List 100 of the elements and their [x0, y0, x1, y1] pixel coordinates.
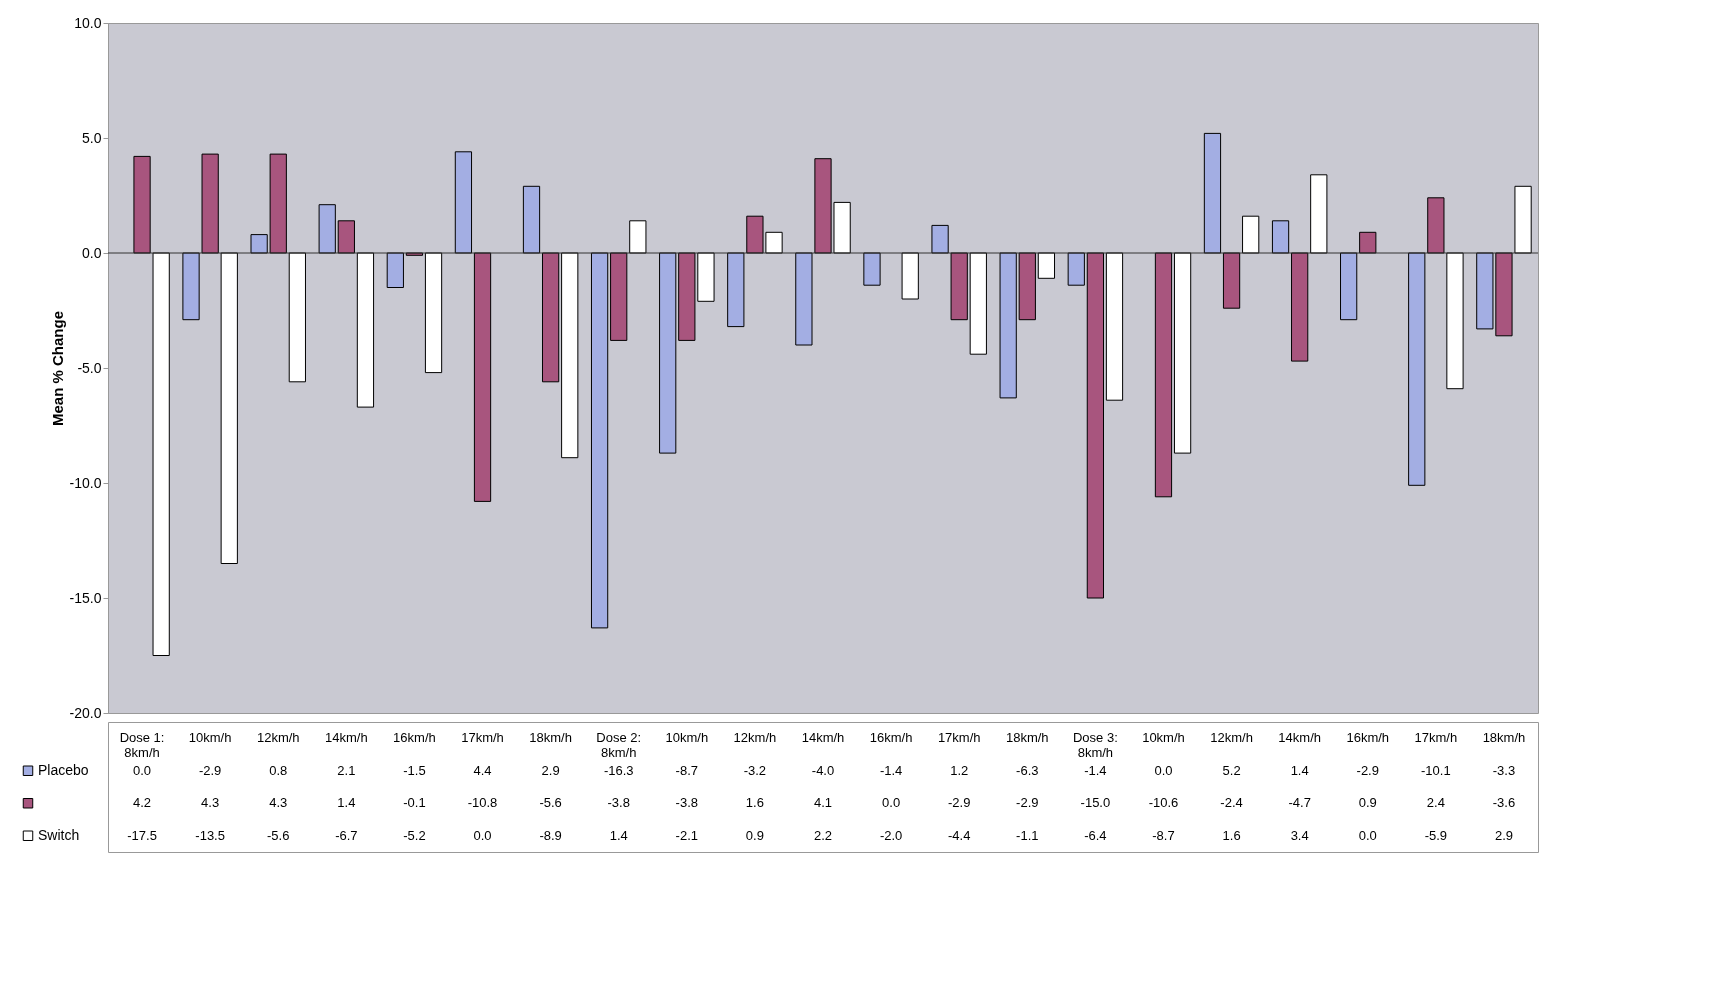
y-tick-label: -5.0 — [77, 359, 102, 376]
y-tick-label: 5.0 — [82, 129, 102, 146]
x-tick-label: 10km/h — [1142, 730, 1185, 746]
y-tick-label: 10.0 — [74, 14, 102, 31]
bar — [133, 155, 151, 254]
bar — [288, 252, 306, 383]
data-label: -2.9 — [198, 762, 222, 778]
data-label: -4.0 — [811, 762, 835, 778]
data-label: 0.9 — [1358, 795, 1377, 811]
data-label: -2.0 — [879, 827, 903, 843]
y-tick-label: -20.0 — [69, 704, 102, 721]
data-label: -8.9 — [539, 827, 562, 843]
bar — [590, 252, 609, 629]
bar — [454, 151, 473, 254]
bar — [473, 252, 492, 502]
data-label: -5.2 — [403, 827, 426, 843]
data-label: -4.7 — [1288, 795, 1311, 811]
data-label: 1.4 — [609, 827, 628, 843]
data-label: -5.6 — [267, 827, 290, 843]
data-label: -17.5 — [127, 827, 157, 843]
bar — [1427, 197, 1445, 254]
data-label: 0.9 — [745, 827, 764, 843]
x-tick-label: 12km/h — [256, 730, 300, 746]
data-label: -1.4 — [879, 762, 903, 778]
data-label: -13.5 — [195, 827, 225, 843]
bar — [1408, 252, 1426, 486]
data-label: 1.4 — [337, 795, 356, 811]
bar — [931, 224, 949, 254]
bar — [1173, 252, 1192, 454]
data-label: -8.7 — [1152, 827, 1175, 843]
data-label: -1.4 — [1084, 762, 1107, 778]
bar — [561, 252, 579, 459]
data-label: -5.6 — [539, 795, 562, 811]
x-tick-label: 18km/h — [1482, 730, 1526, 746]
data-label: -5.9 — [1424, 827, 1448, 843]
data-label: 1.4 — [1290, 762, 1309, 778]
bar — [795, 252, 813, 346]
data-label: -1.5 — [403, 762, 426, 778]
bar — [386, 252, 404, 288]
bar — [1222, 252, 1241, 309]
legend-label: Switch — [38, 826, 80, 843]
data-label: 2.9 — [1494, 827, 1513, 843]
data-label: -8.7 — [675, 762, 699, 778]
data-label: -3.2 — [743, 762, 767, 778]
bar — [1291, 252, 1309, 362]
x-tick-label: 16km/h — [869, 730, 913, 746]
x-tick-label: 10km/h — [188, 730, 232, 746]
bar — [1514, 185, 1532, 254]
bar — [1271, 220, 1290, 254]
data-label: 3.4 — [1290, 827, 1309, 843]
data-label: -2.9 — [1016, 795, 1039, 811]
data-label: 4.1 — [813, 795, 833, 811]
data-label: 0.0 — [1154, 762, 1173, 778]
bar — [863, 252, 881, 286]
data-label: 0.0 — [882, 795, 901, 811]
x-tick-label: 10km/h — [665, 730, 709, 746]
data-label: -0.1 — [403, 795, 426, 811]
data-label: 4.2 — [133, 795, 152, 811]
bar — [1359, 231, 1377, 254]
data-label: 1.6 — [745, 795, 764, 811]
x-tick-label: 18km/h — [529, 730, 572, 746]
bar — [1310, 174, 1328, 254]
data-label: 0.0 — [1358, 827, 1377, 843]
bar — [182, 252, 200, 321]
data-label: 0.8 — [269, 762, 288, 778]
data-label: 2.9 — [541, 762, 560, 778]
bar — [999, 252, 1017, 399]
data-label: -2.4 — [1220, 795, 1243, 811]
x-tick-label: 17km/h — [461, 730, 504, 746]
data-label: 0.0 — [473, 827, 492, 843]
x-tick-label: 17km/h — [1414, 730, 1458, 746]
data-label: -4.4 — [947, 827, 971, 843]
data-label: -6.7 — [335, 827, 358, 843]
bar — [1067, 252, 1085, 286]
data-label: -10.8 — [467, 795, 498, 811]
data-label: -6.3 — [1016, 762, 1039, 778]
bar — [424, 252, 443, 374]
bar — [1105, 252, 1124, 401]
data-label: -2.1 — [675, 827, 699, 843]
data-label: 2.1 — [337, 762, 356, 778]
bar — [1086, 252, 1104, 599]
bar — [542, 252, 560, 383]
x-tick-label: Dose 1: 8km/h — [119, 730, 165, 761]
x-tick-label: 12km/h — [733, 730, 777, 746]
x-tick-label: 18km/h — [1005, 730, 1049, 746]
data-label: -3.8 — [607, 795, 630, 811]
data-label: -15.0 — [1080, 795, 1111, 811]
data-label: 5.2 — [1222, 762, 1241, 778]
data-label: 4.4 — [473, 762, 492, 778]
x-tick-label: Dose 3: 8km/h — [1072, 730, 1118, 761]
x-tick-label: Dose 2: 8km/h — [596, 730, 642, 761]
x-tick-label: 14km/h — [1278, 730, 1321, 746]
data-label: -3.8 — [675, 795, 699, 811]
bar — [969, 252, 987, 355]
x-tick-label: 16km/h — [393, 730, 436, 746]
bar — [201, 153, 219, 254]
x-tick-label: 17km/h — [937, 730, 981, 746]
data-label: 0.0 — [133, 762, 152, 778]
x-tick-label: 16km/h — [1346, 730, 1390, 746]
data-label: 1.2 — [950, 762, 969, 778]
